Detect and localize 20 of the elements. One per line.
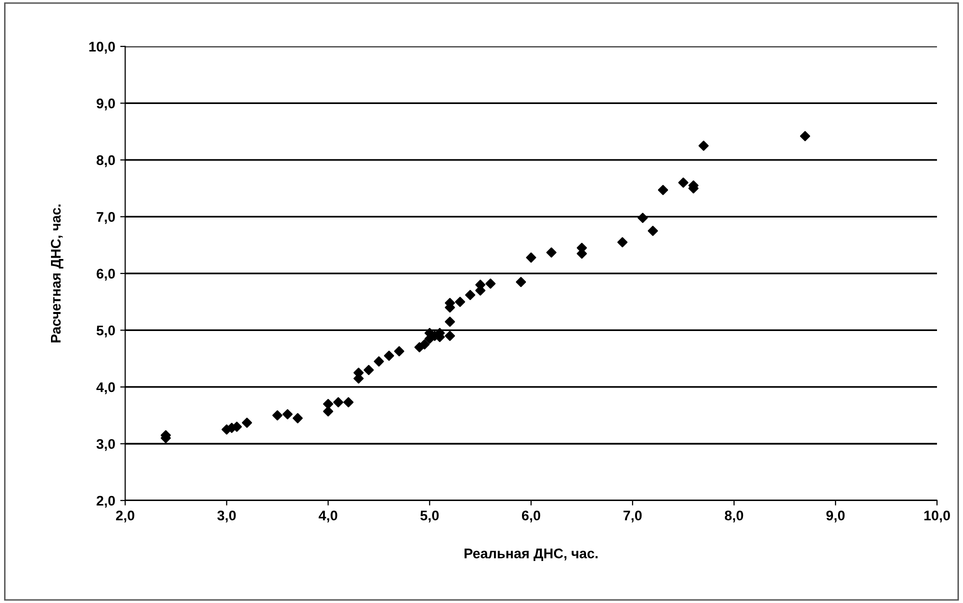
x-tick-label: 3,0 — [217, 510, 236, 522]
x-tick-label: 7,0 — [624, 510, 642, 522]
x-tick-label: 2,0 — [116, 510, 134, 522]
y-tick-label: 6,0 — [96, 268, 115, 281]
x-tick-label: 6,0 — [522, 510, 540, 522]
y-axis-title: Расчетная ДНС, час. — [50, 204, 64, 342]
y-tick-label: 10,0 — [89, 42, 115, 54]
x-axis-title: Реальная ДНС, час. — [464, 548, 598, 561]
x-tick-label: 10,0 — [924, 510, 950, 522]
y-tick-label: 3,0 — [96, 439, 115, 451]
x-tick-label: 8,0 — [724, 510, 744, 522]
y-tick-label: 8,0 — [96, 155, 115, 168]
x-tick-label: 5,0 — [420, 510, 439, 522]
y-tick-label: 2,0 — [96, 496, 115, 508]
y-tick-label: 4,0 — [96, 382, 115, 394]
x-tick-label: 9,0 — [826, 510, 845, 522]
y-tick-label: 7,0 — [96, 212, 115, 224]
y-tick-label: 5,0 — [96, 326, 115, 338]
x-tick-label: 4,0 — [318, 510, 338, 522]
y-tick-label: 9,0 — [96, 98, 115, 110]
